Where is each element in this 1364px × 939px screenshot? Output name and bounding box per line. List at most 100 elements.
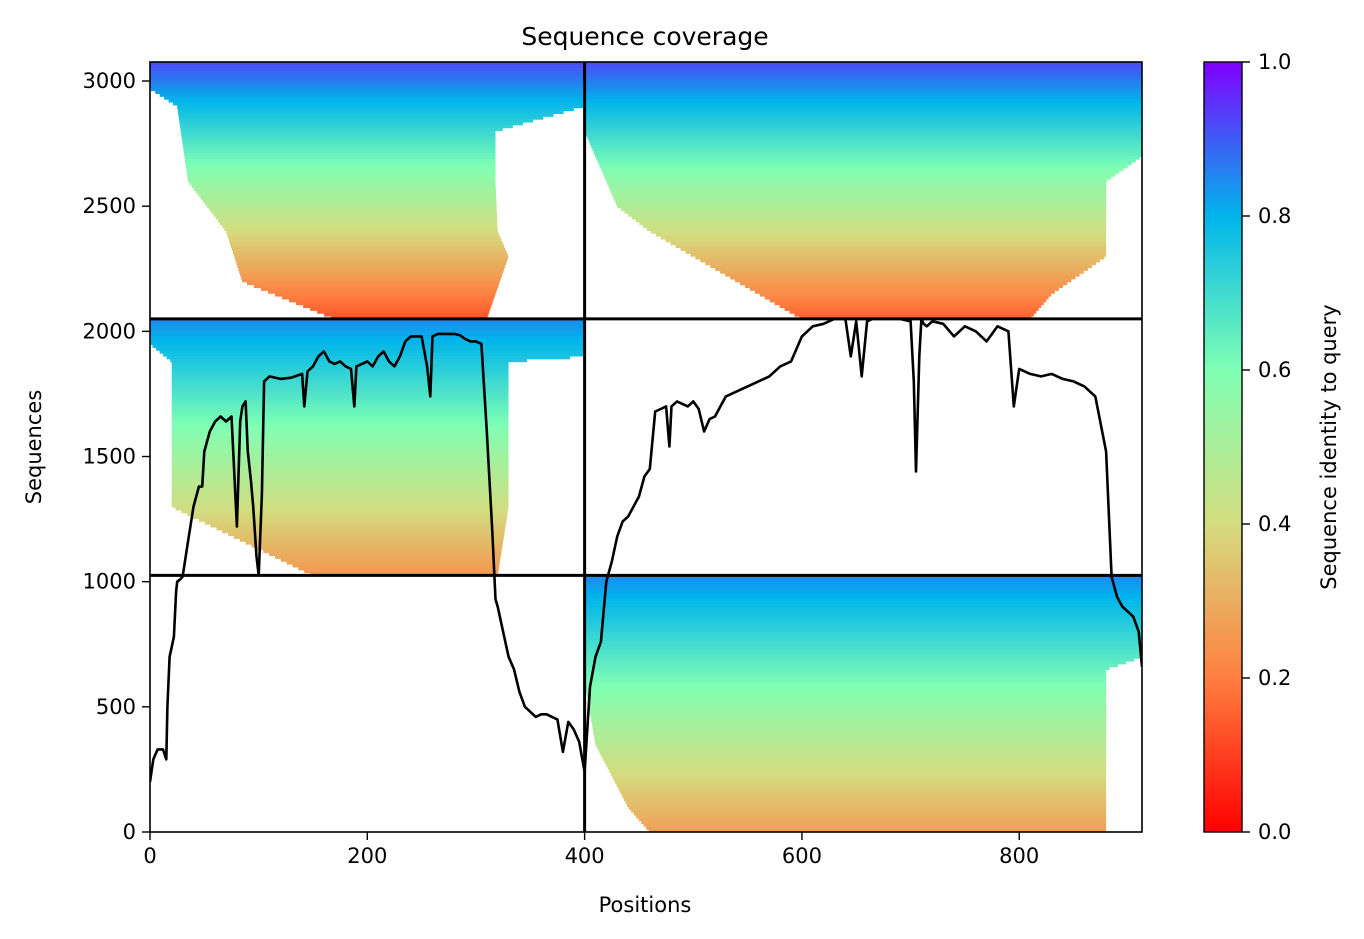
identity-band [584, 632, 1142, 636]
identity-band [274, 555, 501, 559]
identity-band [282, 296, 495, 300]
identity-band [269, 552, 502, 557]
identity-band [589, 706, 1107, 711]
identity-band [584, 96, 1142, 100]
identity-band [184, 153, 496, 157]
identity-band [303, 304, 492, 309]
identity-band [789, 310, 1037, 314]
identity-band [171, 478, 509, 482]
identity-band [592, 726, 1107, 730]
identity-band [584, 598, 1142, 602]
identity-band [584, 127, 1142, 132]
identity-band [769, 298, 1047, 303]
identity-band [584, 84, 1142, 89]
identity-band [609, 187, 1107, 192]
identity-band [584, 90, 1142, 94]
identity-band [730, 276, 1076, 280]
identity-band [196, 190, 496, 194]
identity-band [593, 732, 1107, 736]
identity-band [171, 444, 509, 448]
identity-band [705, 261, 1097, 266]
identity-band [609, 769, 1107, 773]
identity-band [179, 119, 534, 123]
identity-band [584, 663, 1118, 668]
identity-band [725, 273, 1080, 277]
y-tick-label: 500 [96, 695, 136, 719]
identity-band [584, 655, 1142, 659]
identity-band [587, 695, 1107, 699]
identity-band [588, 700, 1107, 705]
identity-band [607, 181, 1107, 186]
x-axis-ticks: 0 200 400 600 800 [143, 832, 1039, 868]
identity-band [217, 218, 498, 223]
x-tick-label: 400 [565, 844, 605, 868]
coverage-line-layer [150, 317, 1142, 783]
colorbar-tick-label: 0.0 [1258, 820, 1291, 844]
identity-band [171, 501, 509, 505]
identity-band [631, 809, 1107, 813]
identity-band [150, 338, 585, 343]
identity-band [171, 452, 509, 457]
identity-band [235, 258, 508, 263]
identity-band [239, 538, 504, 542]
heatmap-block-E [584, 575, 1142, 832]
identity-band [177, 107, 574, 112]
identity-band [171, 384, 509, 388]
identity-band [171, 401, 509, 405]
identity-band [586, 133, 1142, 137]
identity-band [171, 458, 509, 462]
chart-title: Sequence coverage [521, 22, 768, 51]
identity-band [584, 603, 1142, 608]
block-boundaries [150, 62, 1142, 832]
identity-band [185, 164, 496, 169]
identity-band [245, 541, 503, 545]
identity-band [643, 823, 1107, 827]
heatmap-blocks [150, 62, 1142, 832]
identity-band [628, 213, 1107, 217]
identity-band [229, 241, 503, 246]
x-tick-label: 200 [347, 844, 387, 868]
identity-band [584, 93, 1142, 97]
identity-band [171, 487, 509, 491]
identity-band [310, 307, 491, 311]
identity-band [660, 236, 1107, 240]
y-tick-label: 3000 [83, 69, 136, 93]
identity-band [251, 544, 503, 548]
identity-band [665, 238, 1107, 243]
identity-band [593, 729, 1107, 733]
identity-band [171, 481, 509, 485]
identity-band [598, 161, 1132, 166]
colorbar-tick-label: 0.6 [1258, 358, 1291, 382]
identity-band [612, 193, 1107, 197]
identity-band [185, 159, 496, 163]
identity-band [317, 310, 490, 314]
identity-band [584, 592, 1142, 596]
identity-band [594, 737, 1107, 742]
identity-band [180, 130, 496, 134]
colorbar-tick-label: 0.4 [1258, 512, 1291, 536]
identity-band [178, 110, 564, 114]
identity-band [171, 475, 509, 480]
identity-band [263, 549, 502, 554]
identity-band [602, 170, 1120, 174]
identity-band [184, 156, 496, 160]
identity-band [286, 561, 500, 565]
identity-band [171, 410, 509, 414]
identity-band [298, 566, 499, 571]
identity-band [187, 176, 496, 180]
identity-band [613, 196, 1107, 200]
identity-band [784, 307, 1039, 311]
identity-band [648, 829, 1107, 832]
identity-band [584, 99, 1142, 103]
heatmap-block-C [150, 318, 585, 577]
identity-band [150, 73, 585, 77]
identity-band [735, 278, 1072, 283]
identity-band [595, 743, 1107, 748]
identity-band [675, 244, 1107, 249]
identity-band [228, 532, 505, 537]
identity-band [584, 635, 1142, 639]
identity-band [584, 107, 1142, 112]
identity-band [774, 301, 1044, 306]
identity-band [584, 70, 1142, 75]
identity-band [155, 90, 585, 94]
